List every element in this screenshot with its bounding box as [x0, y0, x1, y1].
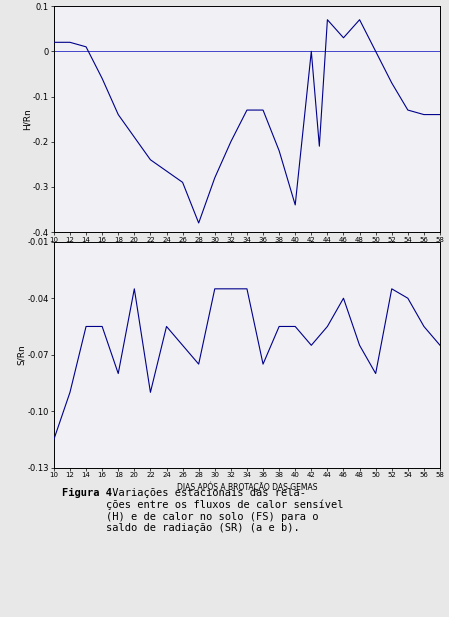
Y-axis label: S/Rn: S/Rn	[17, 344, 26, 365]
Y-axis label: H/Rn: H/Rn	[22, 108, 31, 130]
X-axis label: DIAS APÓS A BROTAÇÃO DAS GEMAS: DIAS APÓS A BROTAÇÃO DAS GEMAS	[177, 481, 317, 492]
X-axis label: DIAS APÓS A BROTAÇÃO DAS GEMAS: DIAS APÓS A BROTAÇÃO DAS GEMAS	[177, 246, 317, 256]
Text: Figura 4.: Figura 4.	[62, 488, 118, 498]
Text: Variações estacionais das rela-
ções entre os fluxos de calor sensível
(H) e de : Variações estacionais das rela- ções ent…	[106, 488, 343, 534]
